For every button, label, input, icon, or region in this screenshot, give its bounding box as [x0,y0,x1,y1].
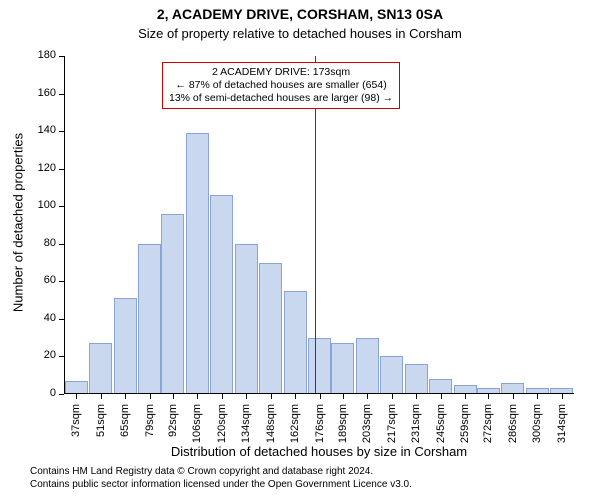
ytick-label: 20 [0,349,56,361]
xtick-mark [76,394,77,399]
bar [429,379,452,394]
xtick-mark [246,394,247,399]
ytick-label: 40 [0,312,56,324]
xtick-label: 120sqm [216,404,228,454]
xtick-mark [465,394,466,399]
bar [210,195,233,394]
chart-subtitle: Size of property relative to detached ho… [0,26,600,41]
xtick-mark [173,394,174,399]
annotation-line-1: 2 ACADEMY DRIVE: 173sqm [169,66,393,79]
xtick-label: 79sqm [144,404,156,454]
xtick-label: 203sqm [361,404,373,454]
footer-attribution: Contains HM Land Registry data © Crown c… [30,466,412,491]
xtick-mark [101,394,102,399]
xtick-mark [343,394,344,399]
xtick-mark [150,394,151,399]
xtick-mark [416,394,417,399]
bar [405,364,428,394]
xtick-mark [562,394,563,399]
ytick-label: 100 [0,199,56,211]
footer-line-2: Contains public sector information licen… [30,479,412,492]
ytick-mark [59,356,64,357]
xtick-label: 92sqm [167,404,179,454]
xtick-label: 134sqm [240,404,252,454]
xtick-mark [488,394,489,399]
xtick-mark [222,394,223,399]
ytick-mark [59,281,64,282]
bar [331,343,354,394]
bar [235,244,258,394]
xtick-label: 245sqm [435,404,447,454]
ytick-mark [59,244,64,245]
bar [89,343,112,394]
xtick-mark [367,394,368,399]
ytick-mark [59,131,64,132]
xtick-mark [441,394,442,399]
ytick-label: 160 [0,87,56,99]
annotation-box: 2 ACADEMY DRIVE: 173sqm ← 87% of detache… [162,62,400,109]
xtick-mark [320,394,321,399]
xtick-label: 231sqm [410,404,422,454]
bar [308,338,331,394]
xtick-label: 314sqm [556,404,568,454]
ytick-mark [59,56,64,57]
ytick-mark [59,319,64,320]
xtick-label: 272sqm [482,404,494,454]
xtick-label: 148sqm [265,404,277,454]
annotation-line-2: ← 87% of detached houses are smaller (65… [169,79,393,92]
xtick-label: 65sqm [119,404,131,454]
xtick-label: 189sqm [337,404,349,454]
ytick-label: 80 [0,237,56,249]
bar [259,263,282,394]
ytick-label: 0 [0,387,56,399]
y-axis-label: Number of detached properties [11,113,26,333]
ytick-mark [59,394,64,395]
ytick-mark [59,169,64,170]
xtick-mark [197,394,198,399]
y-axis [64,56,65,394]
xtick-label: 259sqm [459,404,471,454]
ytick-label: 120 [0,162,56,174]
footer-line-1: Contains HM Land Registry data © Crown c… [30,466,412,479]
ytick-mark [59,94,64,95]
ytick-label: 140 [0,124,56,136]
bar [138,244,161,394]
annotation-line-3: 13% of semi-detached houses are larger (… [169,92,393,105]
xtick-label: 162sqm [289,404,301,454]
xtick-mark [537,394,538,399]
xtick-label: 176sqm [314,404,326,454]
xtick-label: 300sqm [531,404,543,454]
ytick-label: 60 [0,274,56,286]
xtick-label: 286sqm [507,404,519,454]
ytick-label: 180 [0,49,56,61]
bar [114,298,137,394]
xtick-mark [125,394,126,399]
ytick-mark [59,206,64,207]
bar [284,291,307,394]
bar [186,133,209,394]
xtick-label: 51sqm [95,404,107,454]
xtick-label: 217sqm [386,404,398,454]
xtick-mark [295,394,296,399]
xtick-label: 37sqm [70,404,82,454]
xtick-label: 106sqm [191,404,203,454]
xtick-mark [392,394,393,399]
xtick-mark [513,394,514,399]
bar [161,214,184,394]
chart-title: 2, ACADEMY DRIVE, CORSHAM, SN13 0SA [0,6,600,22]
chart-container: { "title": "2, ACADEMY DRIVE, CORSHAM, S… [0,0,600,500]
bar [380,356,403,394]
bar [356,338,379,394]
xtick-mark [271,394,272,399]
